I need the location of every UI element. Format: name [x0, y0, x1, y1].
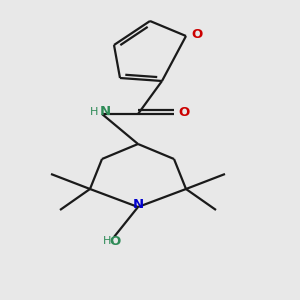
- Text: H: H: [90, 106, 99, 117]
- Text: H: H: [103, 236, 112, 247]
- Text: O: O: [110, 235, 121, 248]
- Text: N: N: [132, 198, 144, 211]
- Text: N: N: [100, 105, 111, 118]
- Text: O: O: [178, 106, 189, 119]
- Text: ·: ·: [109, 236, 114, 251]
- Text: O: O: [191, 28, 202, 41]
